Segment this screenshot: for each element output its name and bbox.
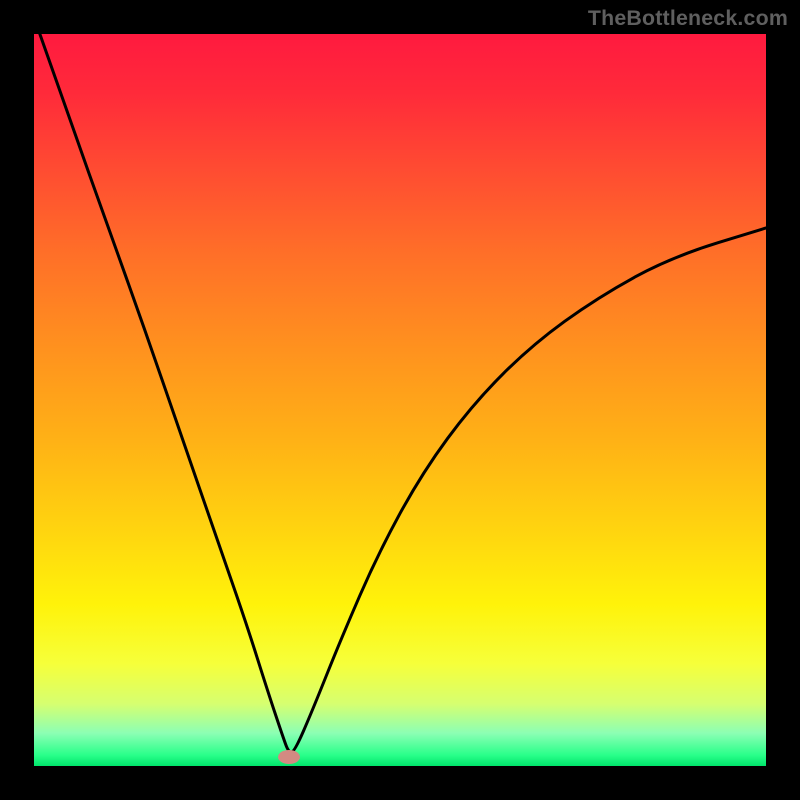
minimum-marker [278,750,300,764]
chart-frame: TheBottleneck.com [0,0,800,800]
bottleneck-curve [34,34,766,766]
plot-area [34,34,766,766]
watermark-text: TheBottleneck.com [588,6,788,31]
